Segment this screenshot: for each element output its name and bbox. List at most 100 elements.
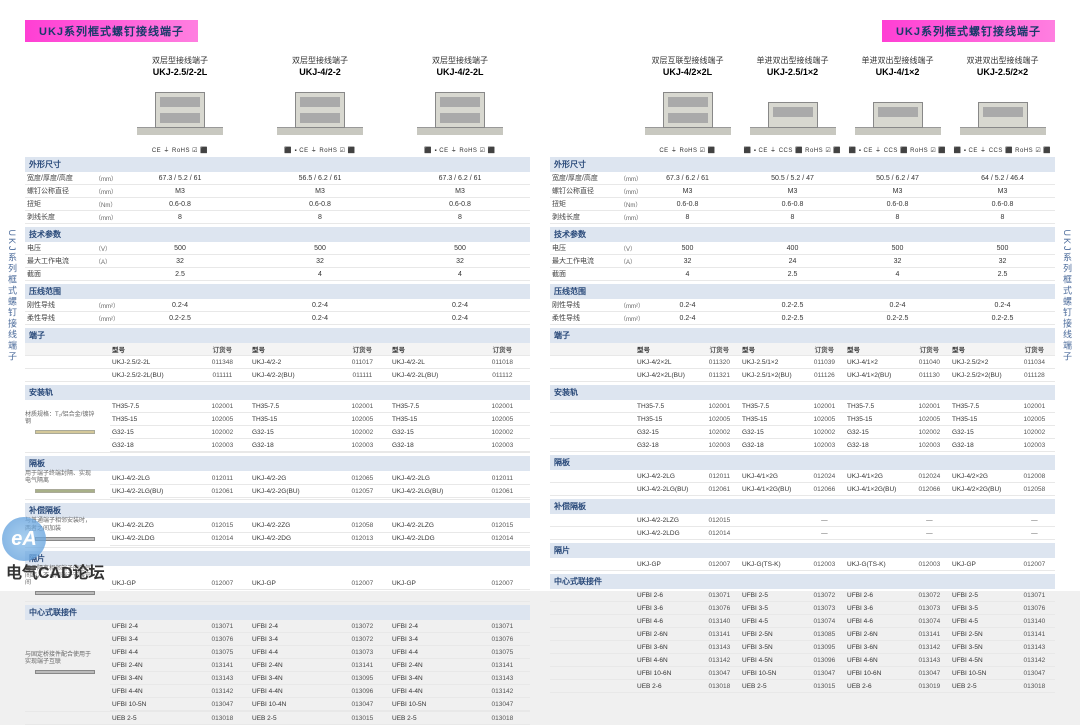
spec-value: 2.5 (950, 271, 1055, 278)
order-cell: TH35-7.5102001 (635, 403, 740, 410)
spec-row: 电压 （V） 500400500500 (550, 242, 1055, 255)
order-cell: G32-15102002 (950, 429, 1055, 436)
side-label-right: UKJ系列框式螺钉接线端子 (1061, 229, 1074, 362)
product-model: UKJ-2.5/2-2L (110, 67, 250, 77)
spec-value: 0.2-4 (110, 302, 250, 309)
product-image (135, 81, 225, 141)
order-cell: UFBI 2-5N013085 (740, 631, 845, 638)
spec-value: 8 (740, 214, 845, 221)
order-cell: TH35-7.5102001 (845, 403, 950, 410)
section-wire-r: 压线范围 (550, 284, 1055, 299)
spec-value: 0.6-0.8 (950, 201, 1055, 208)
spec-row: 柔性导线 （mm²） 0.2-40.2-2.50.2-2.50.2-2.5 (550, 312, 1055, 325)
spec-unit: （mm） (95, 174, 110, 183)
spec-value: 0.2-2.5 (110, 315, 250, 322)
link-note: 与固定桥接件配合使用于实现端子互联 (25, 652, 95, 666)
spec-label: 电压 (25, 243, 95, 253)
cert-row: ⬛ ▪ CE ⏚ RoHS ☑ ⬛ (250, 145, 390, 154)
order-cell: UKJ-2.5/1×2(BU)011126 (740, 372, 845, 379)
order-cell: UFBI 3-4013076 (390, 636, 530, 643)
product-subtitle: 单进双出型接线端子 (740, 55, 845, 66)
cert-row: ⬛ ▪ CE ⏚ CCS ⬛ RoHS ☑ ⬛ (950, 145, 1055, 154)
order-cell: UFBI 4-4013075 (390, 649, 530, 656)
spec-value: 32 (110, 258, 250, 265)
sep-block: 用于端子终端封隔、实现电气隔离 UKJ-4/2-2LG012011UKJ-4/2… (25, 471, 530, 500)
order-cell: UFBI 3-5N013095 (740, 644, 845, 651)
spec-value: M3 (250, 188, 390, 195)
spec-value: 32 (250, 258, 390, 265)
spec-value: 50.5 / 5.2 / 47 (740, 175, 845, 182)
spec-value: 0.6-0.8 (110, 201, 250, 208)
spec-value: 0.2-2.5 (950, 315, 1055, 322)
order-cell: UKJ-4/2-2LDG012014 (635, 530, 740, 537)
order-row: UFBI 10-6N013047UFBI 10-5N013047UFBI 10-… (550, 667, 1055, 680)
spec-row: 扭矩 （Nm） 0.6-0.80.6-0.80.6-0.8 (25, 198, 530, 211)
order-cell: UEB 2-5013018 (390, 715, 530, 722)
cert-row: CE ⏚ RoHS ☑ ⬛ (635, 145, 740, 154)
sep2-block: 与普通端子相邻安装时，两者之间加装 UKJ-4/2-2LZG012015UKJ-… (25, 518, 530, 547)
order-row: UKJ-2.5/2-2L(BU)011111UKJ-4/2-2(BU)01111… (25, 369, 530, 382)
order-cell: UKJ-GP012007 (250, 580, 390, 587)
order-cell: UFBI 2-6013072 (845, 592, 950, 599)
product-col-3: 双层型接线端子 UKJ-4/2-2L ⬛ ▪ CE ⏚ RoHS ☑ ⬛ (390, 55, 530, 154)
order-row: UFBI 2-4N013141UFBI 2-4N013141UFBI 2-4N0… (110, 659, 530, 672)
order-cell: UKJ-4/2-2G(BU)012057 (250, 488, 390, 495)
section-chip-r: 隔片 (550, 543, 1055, 558)
spec-value: 4 (250, 271, 390, 278)
order-row: TH35-15102005TH35-15102005TH35-15102005 (110, 413, 530, 426)
section-tech: 技术参数 (25, 227, 530, 242)
spec-row: 螺钉公称直径 （mm） M3M3M3M3 (550, 185, 1055, 198)
spec-unit: （Nm） (620, 200, 635, 209)
spec-unit: （V） (620, 244, 635, 253)
order-cell: TH35-15102005 (110, 416, 250, 423)
spec-value: 56.5 / 6.2 / 61 (250, 175, 390, 182)
order-cell: UFBI 3-6013073 (845, 605, 950, 612)
page-right: UKJ系列框式螺钉接线端子 UKJ系列框式螺钉接线端子 双层互联型接线端子 UK… (540, 0, 1080, 591)
order-cell: UFBI 2-4N013141 (250, 662, 390, 669)
order-cell: UEB 2-5013015 (250, 715, 390, 722)
order-cell: UFBI 3-5013073 (740, 605, 845, 612)
spec-value: 67.3 / 5.2 / 61 (110, 175, 250, 182)
order-cell: TH35-7.5102001 (110, 403, 250, 410)
order-cell: UFBI 3-6013076 (635, 605, 740, 612)
order-cell: UKJ-4/2-2011017 (250, 359, 390, 366)
spec-row: 宽度/厚度/高度 （mm） 67.3 / 6.2 / 6150.5 / 5.2 … (550, 172, 1055, 185)
section-rail-r: 安装轨 (550, 385, 1055, 400)
order-row: UKJ-GP012007UKJ-G(TS-K)012003UKJ-G(TS-K)… (550, 558, 1055, 571)
order-row: UFBI 4-4N013142UFBI 4-4N013096UFBI 4-4N0… (110, 685, 530, 698)
section-sep: 隔板 (25, 456, 530, 471)
spec-unit: （A） (95, 257, 110, 266)
spec-value: 500 (110, 245, 250, 252)
spec-value: 0.2-4 (390, 315, 530, 322)
spec-row: 刚性导线 （mm²） 0.2-40.2-2.50.2-40.2-4 (550, 299, 1055, 312)
order-cell: UKJ-4/2-2LDG012014 (110, 535, 250, 542)
spec-value: 500 (635, 245, 740, 252)
section-term-r: 端子 (550, 328, 1055, 343)
order-cell: — (845, 517, 950, 524)
order-cell: UFBI 4-4N013096 (250, 688, 390, 695)
section-tech-r: 技术参数 (550, 227, 1055, 242)
product-col-1: 双层型接线端子 UKJ-2.5/2-2L CE ⏚ RoHS ☑ ⬛ (110, 55, 250, 154)
order-cell: UKJ-GP012007 (110, 580, 250, 587)
order-cell: G32-18102003 (250, 442, 390, 449)
section-dims: 外形尺寸 (25, 157, 530, 172)
order-cell: TH35-15102005 (950, 416, 1055, 423)
order-cell: G32-18102003 (635, 442, 740, 449)
spec-value: 32 (635, 258, 740, 265)
order-row: UKJ-4/2-2LZG012015——— (550, 514, 1055, 527)
order-row: UKJ-4/2-2LG(BU)012061UKJ-4/2-2G(BU)01205… (110, 485, 530, 498)
spec-value: 0.6-0.8 (635, 201, 740, 208)
spec-value: 67.3 / 6.2 / 61 (635, 175, 740, 182)
order-cell: UKJ-4/2-2LDG012014 (390, 535, 530, 542)
spec-row: 柔性导线 （mm²） 0.2-2.50.2-40.2-4 (25, 312, 530, 325)
order-cell: UKJ-2.5/2-2L(BU)011111 (110, 372, 250, 379)
order-cell: TH35-15102005 (845, 416, 950, 423)
product-image (748, 81, 838, 141)
term-header-r: 型号订货号型号订货号型号订货号型号订货号 (550, 343, 1055, 356)
spec-unit: （mm） (95, 213, 110, 222)
order-cell: TH35-15102005 (740, 416, 845, 423)
order-cell: UFBI 2-5N013141 (950, 631, 1055, 638)
spec-row: 截面 42.542.5 (550, 268, 1055, 281)
product-image (415, 81, 505, 141)
spec-label: 最大工作电流 (25, 256, 95, 266)
